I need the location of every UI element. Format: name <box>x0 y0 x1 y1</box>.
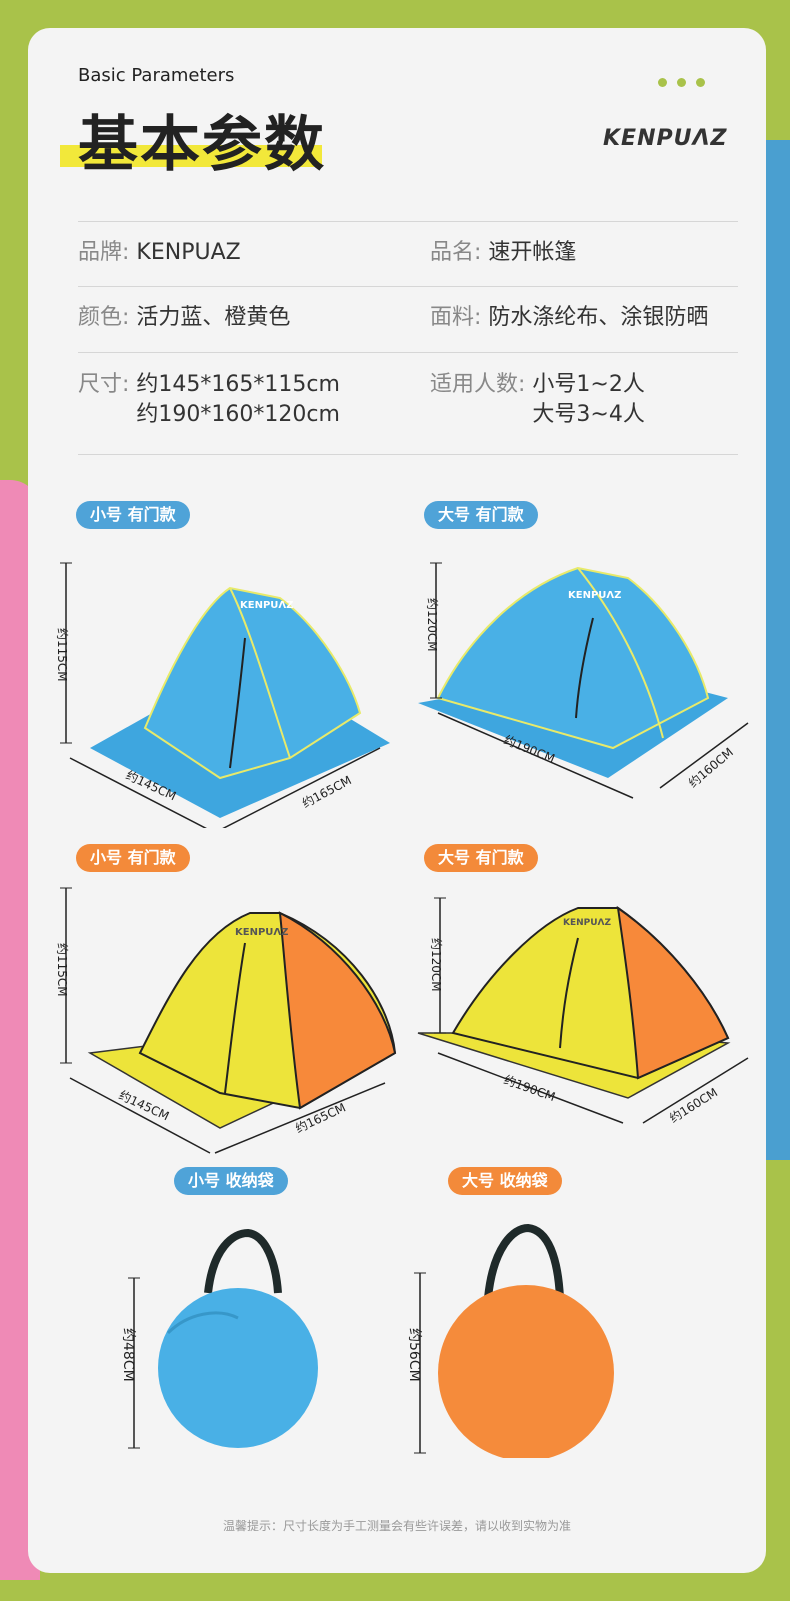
param-value: 速开帐篷 <box>488 240 577 265</box>
param-key: 颜色: <box>78 305 130 330</box>
variant-label: 大号 有门款 <box>424 501 538 529</box>
param-value: 小号1~2人 <box>532 372 645 397</box>
param-value: 约145*165*115cm <box>136 372 340 397</box>
variant-label: 大号 收纳袋 <box>448 1167 562 1195</box>
title-highlight <box>60 145 322 167</box>
param-fabric: 面料: 防水涤纶布、涂银防晒 <box>430 303 708 333</box>
param-value: 活力蓝、橙黄色 <box>136 305 291 330</box>
param-capacity: 适用人数: 小号1~2人 大号3~4人 <box>430 370 645 430</box>
brand-logo: KENPUΛZ <box>603 126 728 151</box>
bag-large-orange-image: 约56CM <box>406 1223 614 1458</box>
tent-logo: KENPUΛZ <box>240 600 293 611</box>
variant-label: 小号 有门款 <box>76 844 190 872</box>
param-key: 品牌: <box>78 240 130 265</box>
param-product-name: 品名: 速开帐篷 <box>430 238 576 268</box>
parameters-card: Basic Parameters 基本参数 KENPUΛZ 品牌: KENPUA… <box>28 28 766 1573</box>
tent-logo: KENPUΛZ <box>568 590 621 601</box>
param-key: 尺寸: <box>78 372 130 397</box>
divider <box>78 352 738 353</box>
param-value: 约190*160*120cm <box>136 402 340 427</box>
param-brand: 品牌: KENPUAZ <box>78 238 241 268</box>
footer-note: 温馨提示：尺寸长度为手工测量会有些许误差，请以收到实物为准 <box>222 1519 571 1533</box>
dim-height: 约115CM <box>55 943 70 997</box>
section-title: 基本参数 <box>78 110 326 180</box>
divider <box>78 454 738 455</box>
variant-label: 小号 有门款 <box>76 501 190 529</box>
tent-small-blue-image: KENPUΛZ 约115CM 约145CM 约165CM <box>55 562 390 828</box>
param-size: 尺寸: 约145*165*115cm 约190*160*120cm <box>78 370 340 430</box>
section-subtitle: Basic Parameters <box>78 65 235 86</box>
divider <box>78 286 738 287</box>
param-key: 品名: <box>430 240 482 265</box>
variant-label: 小号 收纳袋 <box>174 1167 288 1195</box>
dim-width: 约190CM <box>502 1072 558 1104</box>
dim-height: 约120CM <box>425 598 440 652</box>
param-key: 面料: <box>430 305 482 330</box>
divider <box>78 221 738 222</box>
dim-depth: 约160CM <box>667 1084 720 1125</box>
tent-small-orange-image: KENPUΛZ 约115CM 约145CM 约165CM <box>55 887 397 1154</box>
dots-icon <box>658 78 705 87</box>
param-key: 适用人数: <box>430 372 526 397</box>
param-color: 颜色: 活力蓝、橙黄色 <box>78 303 290 333</box>
tent-large-blue-image: KENPUΛZ 约120CM 约190CM 约160CM <box>418 562 749 799</box>
dim-diameter: 约56CM <box>406 1328 422 1382</box>
dim-height: 约120CM <box>429 938 444 992</box>
tent-logo: KENPUΛZ <box>235 927 288 938</box>
dim-height: 约115CM <box>55 628 70 682</box>
tent-logo: KENPUΛZ <box>563 918 612 928</box>
tent-large-orange-image: KENPUΛZ 约120CM 约190CM 约160CM <box>417 897 749 1126</box>
param-value: 防水涤纶布、涂银防晒 <box>488 305 709 330</box>
bag-small-blue-image: 约48CM <box>120 1228 318 1449</box>
variant-label: 大号 有门款 <box>424 844 538 872</box>
param-value: KENPUAZ <box>136 240 241 265</box>
param-value: 大号3~4人 <box>532 402 645 427</box>
dim-diameter: 约48CM <box>120 1328 136 1382</box>
